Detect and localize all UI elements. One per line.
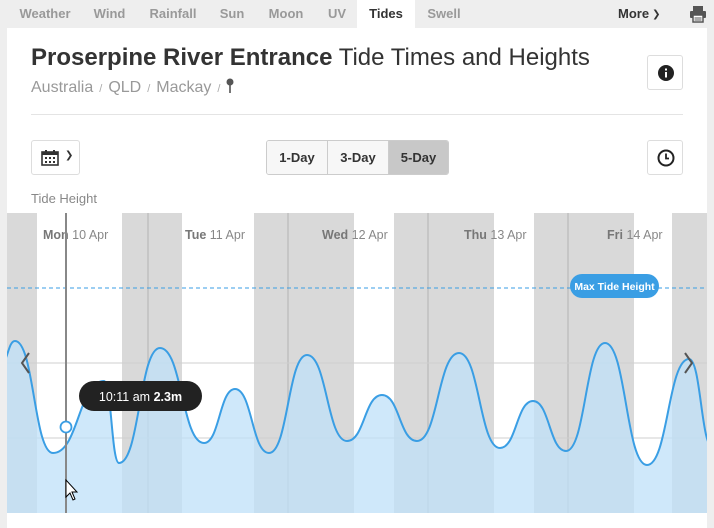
chevron-down-icon: ❯	[652, 9, 661, 20]
page-title: Proserpine River Entrance Tide Times and…	[31, 44, 590, 72]
day-label: Fri 14 Apr	[607, 228, 663, 242]
clock-icon	[657, 149, 675, 167]
day-label: Tue 11 Apr	[185, 228, 245, 242]
range-1-day-button[interactable]: 1-Day	[267, 141, 327, 174]
day-label: Thu 13 Apr	[464, 228, 527, 242]
range-selector: 1-Day 3-Day 5-Day	[266, 140, 449, 175]
location-name: Proserpine River Entrance	[31, 44, 333, 71]
chevron-down-icon: ❯	[65, 150, 74, 161]
chart-footer	[7, 513, 707, 528]
header-divider	[31, 114, 683, 115]
tab-tides[interactable]: Tides	[357, 0, 415, 28]
breadcrumb-state[interactable]: QLD	[108, 79, 142, 96]
time-button[interactable]	[647, 140, 683, 175]
tide-chart[interactable]: Mon 10 Apr Tue 11 Apr Wed 12 Apr Thu 13 Apr…	[7, 213, 707, 513]
tide-area	[7, 341, 707, 513]
tab-rainfall[interactable]: Rainfall	[149, 6, 197, 21]
breadcrumb: Australia / QLD / Mackay /	[31, 78, 234, 97]
printer-icon[interactable]	[688, 4, 708, 24]
svg-text:10:11 am 2.3m: 10:11 am 2.3m	[99, 390, 182, 404]
more-menu-button[interactable]: More ❯	[618, 0, 660, 28]
tab-wind[interactable]: Wind	[93, 6, 126, 21]
more-label: More	[618, 6, 650, 21]
day-label: Mon 10 Apr	[43, 228, 108, 242]
info-icon	[658, 65, 674, 81]
tab-moon[interactable]: Moon	[268, 6, 304, 21]
max-tide-badge: Max Tide Height	[570, 274, 659, 298]
breadcrumb-country[interactable]: Australia	[31, 79, 94, 96]
tab-sun[interactable]: Sun	[219, 6, 245, 21]
chevron-right-icon[interactable]	[684, 352, 694, 374]
tide-tooltip: 10:11 am 2.3m	[79, 381, 202, 411]
cursor-point	[59, 420, 73, 434]
breadcrumb-region[interactable]: Mackay	[156, 79, 212, 96]
max-tide-label: Max Tide Height	[574, 281, 655, 293]
tab-weather[interactable]: Weather	[19, 6, 71, 21]
chevron-left-icon[interactable]	[20, 352, 30, 374]
range-5-day-button[interactable]: 5-Day	[388, 141, 448, 174]
top-nav: Weather Wind Rainfall Sun Moon UV Tides …	[0, 0, 714, 28]
mouse-cursor-icon	[65, 478, 79, 501]
map-pin-icon[interactable]	[226, 78, 234, 94]
info-button[interactable]	[647, 55, 683, 90]
chart-axis-label: Tide Height	[31, 191, 97, 206]
range-3-day-button[interactable]: 3-Day	[327, 141, 388, 174]
tooltip-height: 2.3m	[154, 390, 183, 404]
calendar-icon	[41, 150, 59, 166]
tooltip-time: 10:11 am	[99, 390, 150, 404]
tab-swell[interactable]: Swell	[427, 6, 461, 21]
day-label: Wed 12 Apr	[322, 228, 388, 242]
title-suffix: Tide Times and Heights	[332, 44, 590, 71]
tab-uv[interactable]: UV	[327, 6, 347, 21]
tide-chart-svg[interactable]: Mon 10 Apr Tue 11 Apr Wed 12 Apr Thu 13 Apr…	[7, 213, 707, 513]
date-picker-button[interactable]: ❯	[31, 140, 80, 175]
